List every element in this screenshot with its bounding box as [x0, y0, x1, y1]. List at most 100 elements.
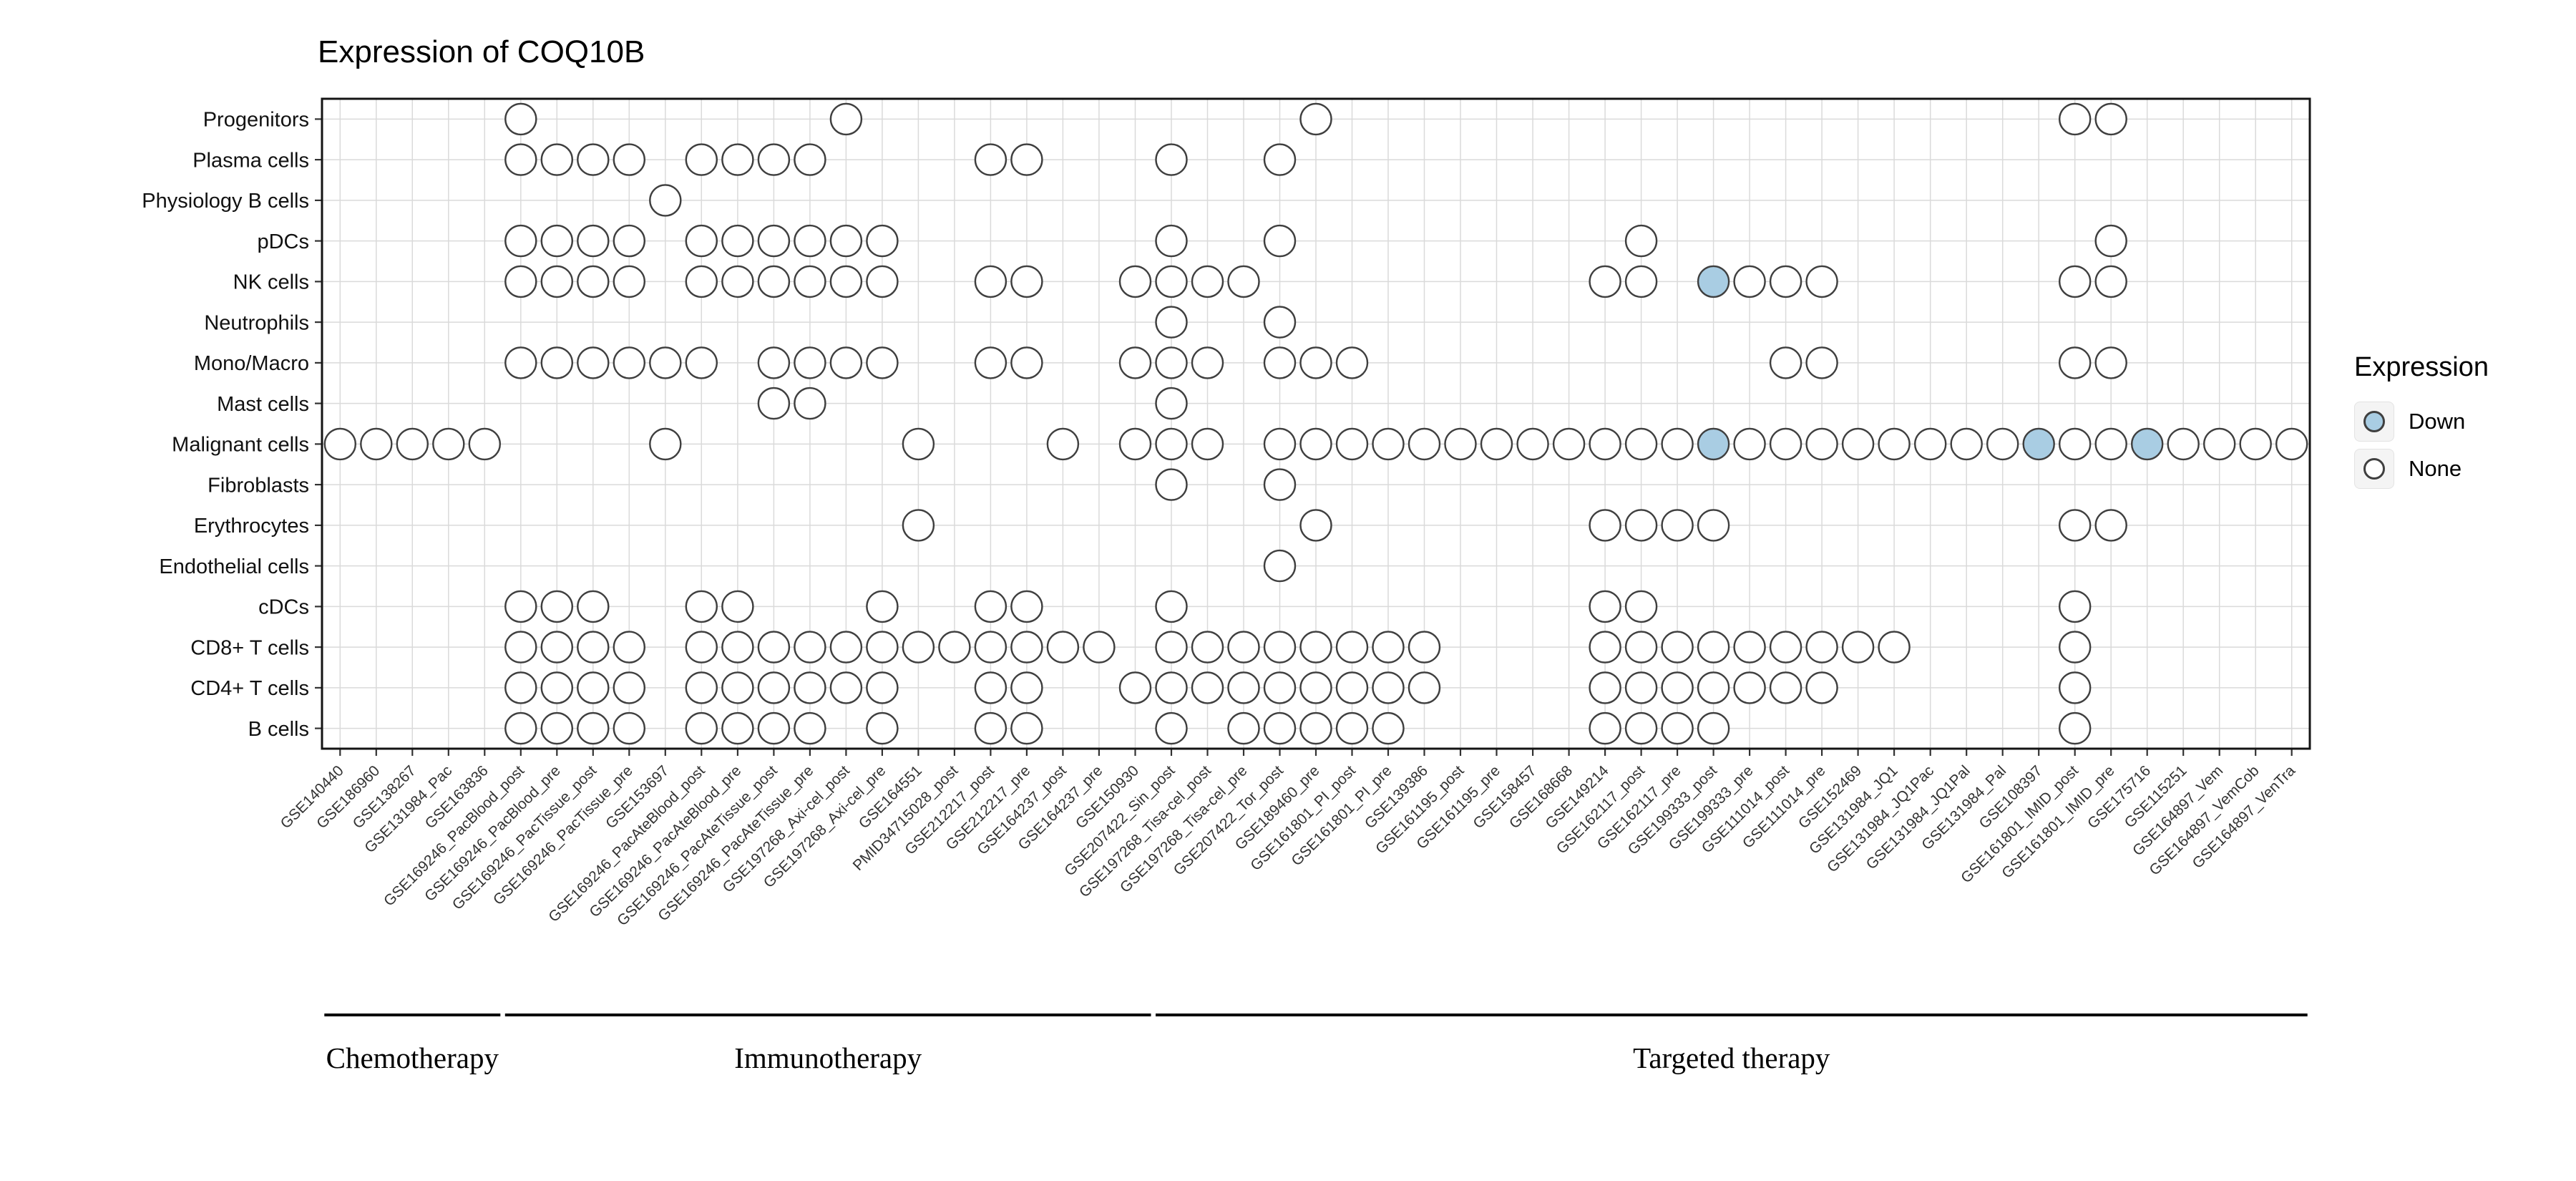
expression-dot-none [866, 590, 899, 623]
expression-dot-none [757, 346, 791, 379]
expression-dot-none [1624, 224, 1658, 258]
expression-dot-none [757, 387, 791, 420]
expression-dot-none [1046, 427, 1080, 461]
expression-dot-none [2275, 427, 2308, 461]
expression-dot-down [1697, 265, 1730, 298]
expression-dot-none [866, 224, 899, 258]
expression-dot-none [757, 631, 791, 664]
expression-dot-none [1227, 265, 1260, 298]
expression-legend: Expression Down None [2354, 352, 2489, 496]
expression-dot-none [2094, 265, 2127, 298]
expression-dot-none [794, 224, 826, 258]
legend-key [2354, 402, 2394, 442]
expression-dot-none [1335, 631, 1369, 664]
expression-dot-none [1697, 509, 1730, 542]
group-label: Immunotherapy [734, 1041, 922, 1074]
expression-dot-none [540, 143, 573, 176]
expression-dot-none [504, 711, 537, 745]
expression-dot-down [2130, 427, 2164, 461]
expression-dot-none [1191, 346, 1224, 379]
expression-dot-none [685, 671, 718, 704]
expression-dot-none [2058, 346, 2092, 379]
expression-dot-none [1841, 631, 1875, 664]
expression-dot-none [577, 346, 610, 379]
expression-dot-none [540, 711, 573, 745]
expression-dot-none [1805, 346, 1838, 379]
expression-dot-none [794, 631, 826, 664]
expression-dot-none [1155, 711, 1188, 745]
expression-dot-none [1335, 671, 1369, 704]
expression-dot-none [1841, 427, 1875, 461]
expression-dot-none [577, 590, 610, 623]
expression-dot-none [1155, 265, 1188, 298]
expression-dot-none [1010, 346, 1043, 379]
expression-dot-none [1263, 549, 1297, 583]
expression-dot-none [1733, 265, 1766, 298]
expression-dot-none [974, 711, 1008, 745]
expression-dot-none [360, 427, 393, 461]
expression-dot-none [613, 671, 645, 704]
expression-dot-none [721, 631, 754, 664]
expression-dot-none [1372, 671, 1405, 704]
expression-dot-none [540, 265, 573, 298]
expression-dot-none [577, 265, 610, 298]
expression-dot-none [1913, 427, 1947, 461]
expression-dot-none [1263, 346, 1297, 379]
row-label: Plasma cells [192, 149, 309, 172]
expression-dot-none [504, 143, 537, 176]
expression-dot-none [974, 143, 1008, 176]
expression-dot-none [902, 631, 935, 664]
expression-dot-none [2058, 265, 2092, 298]
expression-dot-none [1118, 671, 1152, 704]
row-label: pDCs [257, 230, 309, 253]
expression-dot-none [1155, 224, 1188, 258]
expression-dot-none [974, 590, 1008, 623]
expression-dot-none [504, 671, 537, 704]
expression-dot-none [757, 671, 791, 704]
expression-dot-none [1010, 631, 1043, 664]
expression-dot-none [1227, 631, 1260, 664]
expression-dot-none [540, 224, 573, 258]
expression-dot-none [721, 671, 754, 704]
expression-dot-none [2058, 509, 2092, 542]
expression-dot-none [1769, 671, 1802, 704]
expression-dot-none [504, 590, 537, 623]
expression-dot-none [1083, 631, 1116, 664]
expression-dot-none [577, 711, 610, 745]
expression-dot-none [1589, 590, 1621, 623]
expression-dot-none [1733, 631, 1766, 664]
legend-item-none: None [2354, 449, 2489, 489]
row-label: Physiology B cells [142, 190, 309, 213]
expression-dot-none [540, 346, 573, 379]
expression-dot-none [504, 265, 537, 298]
expression-dot-none [1155, 590, 1188, 623]
expression-dot-none [685, 590, 718, 623]
expression-dot-none [794, 265, 826, 298]
expression-dot-none [1769, 427, 1802, 461]
expression-dot-none [1299, 427, 1332, 461]
expression-dot-none [721, 590, 754, 623]
expression-dot-none [757, 711, 791, 745]
expression-dot-none [1155, 427, 1188, 461]
expression-dot-none [1733, 671, 1766, 704]
row-label: Mast cells [217, 393, 309, 416]
legend-items: Down None [2354, 402, 2489, 489]
expression-dot-none [829, 631, 863, 664]
expression-dot-none [757, 265, 791, 298]
expression-dot-none [613, 631, 645, 664]
expression-dot-none [794, 711, 826, 745]
expression-dot-none [1624, 509, 1658, 542]
expression-dot-none [794, 387, 826, 420]
expression-dot-none [1227, 671, 1260, 704]
expression-dot-none [1624, 631, 1658, 664]
expression-dot-none [1372, 711, 1405, 745]
down-dot-icon [2363, 411, 2385, 432]
expression-dot-none [1046, 631, 1080, 664]
expression-dot-none [1769, 265, 1802, 298]
expression-dot-none [1805, 427, 1838, 461]
expression-dot-none [1263, 224, 1297, 258]
expression-dot-none [1263, 427, 1297, 461]
expression-dot-none [829, 265, 863, 298]
expression-dot-none [1697, 711, 1730, 745]
expression-dot-none [1661, 711, 1694, 745]
